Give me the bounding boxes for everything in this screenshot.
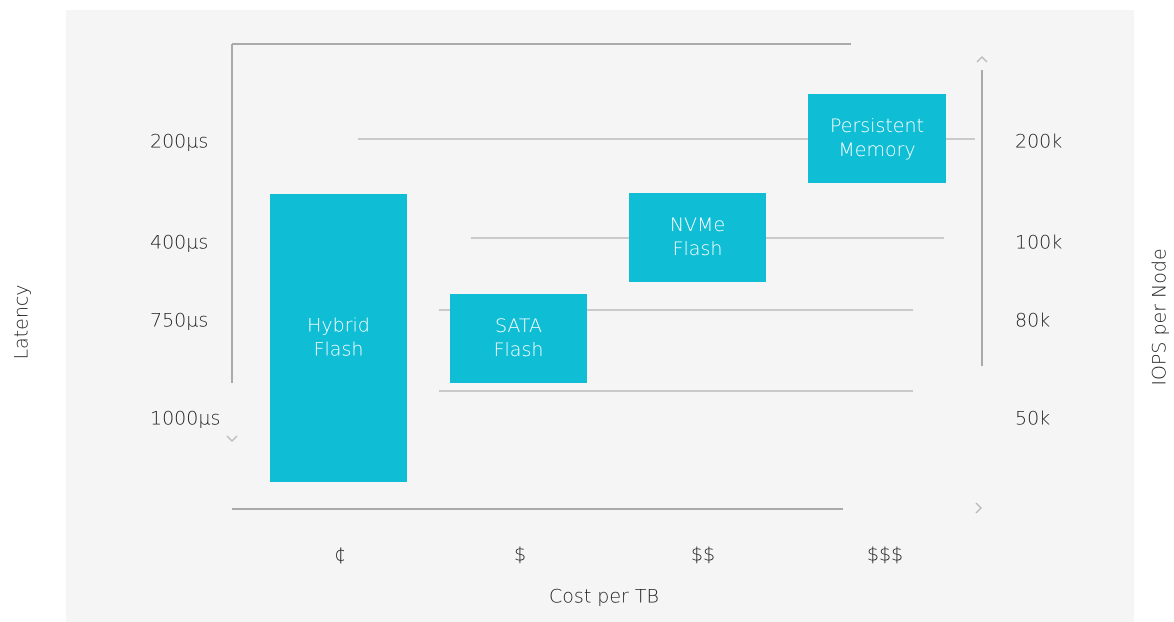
right-tick-label: 100k [1015,232,1062,254]
tier-label: Hybrid [307,315,370,337]
left-tick-label: 400µs [150,232,208,254]
tier-label: NVMe [670,214,725,236]
tier-box [270,194,407,482]
tier-label: SATA [495,315,542,337]
tier-label: Flash [494,339,544,361]
right-axis-label: IOPS per Node [1149,248,1171,385]
tier-box [808,94,946,183]
panel [66,10,1134,622]
tier-label: Persistent [830,115,924,137]
left-tick-label: 1000µs [150,408,220,430]
left-tick-label: 200µs [150,131,208,153]
tier-box [450,294,587,383]
right-chevron [975,502,983,514]
tier-box [629,193,766,282]
tier-label: Flash [673,238,723,260]
tier-label: Memory [838,139,915,161]
tier-label: Flash [314,339,364,361]
right-tick-label: 80k [1015,310,1050,332]
bottom-tick-label: $$$ [867,544,903,566]
down-chevron [226,435,238,443]
bottom-tick-label: $ [514,544,526,566]
up-chevron [976,55,988,63]
left-axis-label: Latency [11,284,33,359]
bottom-tick-label: $$ [691,544,715,566]
right-tick-label: 50k [1015,408,1050,430]
left-tick-label: 750µs [150,310,208,332]
bottom-tick-label: ¢ [334,544,346,566]
right-tick-label: 200k [1015,131,1062,153]
bottom-axis-label: Cost per TB [549,586,659,608]
